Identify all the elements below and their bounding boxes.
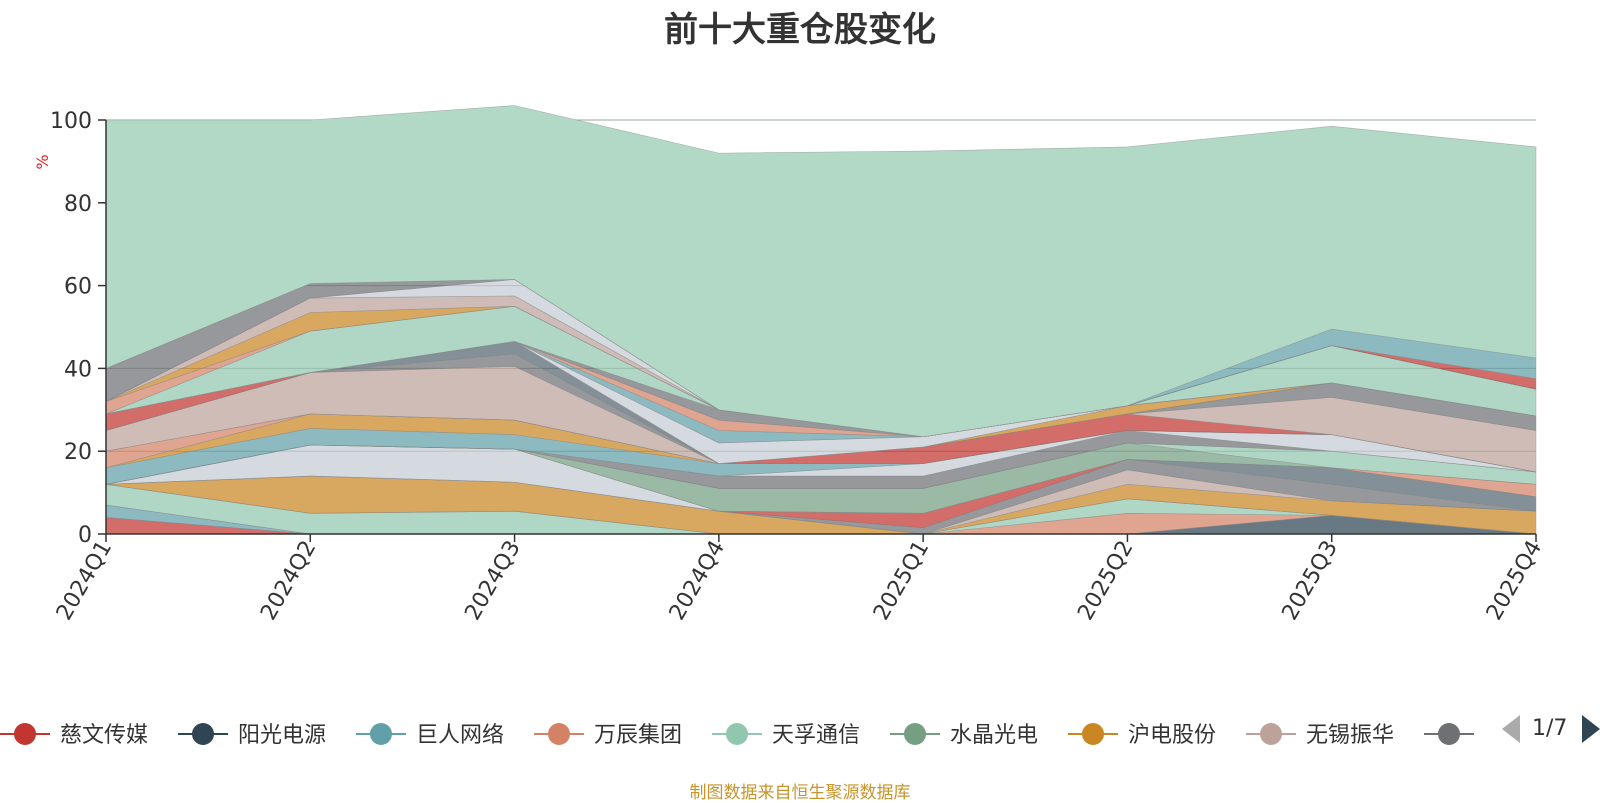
legend-circle-icon xyxy=(192,723,214,745)
legend-label: 天孚通信 xyxy=(772,723,860,748)
legend-label: 万辰集团 xyxy=(594,723,682,748)
x-tick-label-5: 2025Q2 xyxy=(1073,537,1138,625)
y-tick-label-1: 20 xyxy=(64,440,92,465)
legend-label: 阳光电源 xyxy=(238,723,326,748)
y-tick-label-4: 80 xyxy=(64,192,92,217)
chart-title: 前十大重仓股变化 xyxy=(664,10,936,50)
x-tick-label-0: 2024Q1 xyxy=(52,537,117,625)
legend-item-2[interactable]: 巨人网络 xyxy=(356,723,504,748)
legend-item-3[interactable]: 万辰集团 xyxy=(534,723,682,748)
legend-label: 巨人网络 xyxy=(416,723,504,748)
x-tick-label-4: 2025Q1 xyxy=(869,537,934,625)
triangle-left-icon[interactable] xyxy=(1502,715,1520,743)
legend-label: 沪电股份 xyxy=(1128,723,1216,748)
legend-circle-icon xyxy=(370,723,392,745)
legend-item-1[interactable]: 阳光电源 xyxy=(178,723,326,748)
legend: 慈文传媒 阳光电源 巨人网络 万辰集团 天孚通信 水晶光电 沪电股份 无锡振华 xyxy=(0,723,1474,748)
legend-circle-icon xyxy=(904,723,926,745)
legend-item-5[interactable]: 水晶光电 xyxy=(890,723,1038,748)
legend-page-indicator: 1/7 xyxy=(1532,716,1568,741)
legend-item-4[interactable]: 天孚通信 xyxy=(712,723,860,748)
legend-item-6[interactable]: 沪电股份 xyxy=(1068,723,1216,748)
legend-circle-icon xyxy=(14,723,36,745)
legend-item-partial[interactable] xyxy=(1424,723,1474,745)
y-tick-label-3: 60 xyxy=(64,275,92,300)
source-note: 制图数据来自恒生聚源数据库 xyxy=(689,783,911,803)
legend-circle-icon xyxy=(1082,723,1104,745)
legend-item-7[interactable]: 无锡振华 xyxy=(1246,723,1394,748)
x-tick-label-7: 2025Q4 xyxy=(1482,537,1547,625)
x-tick-label-3: 2024Q4 xyxy=(665,537,730,625)
x-tick-label-1: 2024Q2 xyxy=(256,537,321,625)
y-tick-label-5: 100 xyxy=(50,109,92,134)
y-tick-label-2: 40 xyxy=(64,357,92,382)
legend-label: 慈文传媒 xyxy=(60,723,148,748)
y-tick-label-0: 0 xyxy=(78,523,92,548)
legend-circle-icon xyxy=(726,723,748,745)
legend-circle-icon xyxy=(548,723,570,745)
x-tick-label-2: 2024Q3 xyxy=(460,537,525,625)
legend-label: 水晶光电 xyxy=(950,723,1038,748)
legend-circle-icon xyxy=(1260,723,1282,745)
legend-item-0[interactable]: 慈文传媒 xyxy=(0,723,148,748)
triangle-right-icon[interactable] xyxy=(1582,715,1600,743)
legend-label: 无锡振华 xyxy=(1306,723,1394,748)
area-series xyxy=(105,105,1537,535)
area-series-39 xyxy=(105,105,1537,438)
legend-circle-icon xyxy=(1438,723,1460,745)
y-axis-unit-label: % xyxy=(33,154,52,169)
x-tick-label-6: 2025Q3 xyxy=(1278,537,1343,625)
